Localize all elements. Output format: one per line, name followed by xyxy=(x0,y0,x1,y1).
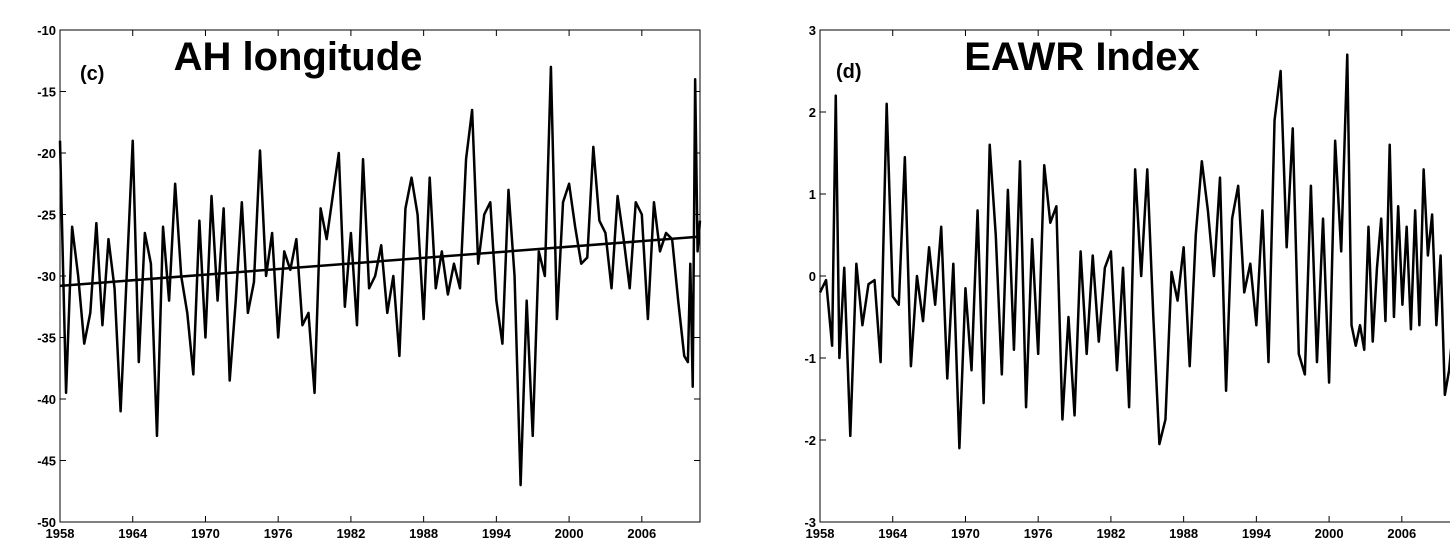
x-tick-label: 1970 xyxy=(951,526,980,541)
x-tick-label: 1982 xyxy=(1096,526,1125,541)
x-tick-label: 1964 xyxy=(878,526,908,541)
x-tick-label: 1970 xyxy=(191,526,220,541)
x-tick-label: 1982 xyxy=(336,526,365,541)
panel-title: EAWR Index xyxy=(964,35,1200,79)
y-tick-label: 0 xyxy=(809,269,816,284)
y-tick-label: 3 xyxy=(809,23,816,38)
y-tick-label: -50 xyxy=(37,515,56,530)
data-line xyxy=(58,65,702,487)
x-tick-label: 1958 xyxy=(46,526,75,541)
x-tick-label: 1976 xyxy=(1024,526,1053,541)
x-tick-label: 1958 xyxy=(806,526,835,541)
x-tick-label: 1964 xyxy=(118,526,148,541)
trend-line xyxy=(59,235,701,288)
x-tick-label: 1976 xyxy=(264,526,293,541)
panel-label: (c) xyxy=(80,63,104,85)
y-tick-label: -35 xyxy=(37,331,56,346)
data-line xyxy=(818,53,1450,450)
y-tick-label: -15 xyxy=(37,85,56,100)
x-tick-label: 1988 xyxy=(1169,526,1198,541)
y-tick-label: -45 xyxy=(37,454,56,469)
y-tick-label: -40 xyxy=(37,392,56,407)
plot-frame xyxy=(59,29,701,523)
x-tick-label: 1988 xyxy=(409,526,438,541)
panel-title: AH longitude xyxy=(174,35,423,79)
y-tick-label: -3 xyxy=(804,515,816,530)
x-tick-label: 2006 xyxy=(627,526,656,541)
x-tick-label: 2000 xyxy=(1315,526,1344,541)
plot-frame xyxy=(819,29,1450,523)
y-tick-label: -25 xyxy=(37,208,56,223)
y-tick-label: -1 xyxy=(804,351,816,366)
x-tick-label: 2006 xyxy=(1387,526,1416,541)
y-tick-label: 2 xyxy=(809,105,816,120)
x-tick-label: 2000 xyxy=(555,526,584,541)
y-tick-label: -10 xyxy=(37,23,56,38)
x-tick-label: 1994 xyxy=(1242,526,1272,541)
y-tick-label: 1 xyxy=(809,187,816,202)
y-tick-label: -20 xyxy=(37,146,56,161)
y-tick-label: -2 xyxy=(804,433,816,448)
panel-label: (d) xyxy=(836,61,862,83)
y-tick-label: -30 xyxy=(37,269,56,284)
x-tick-label: 1994 xyxy=(482,526,512,541)
